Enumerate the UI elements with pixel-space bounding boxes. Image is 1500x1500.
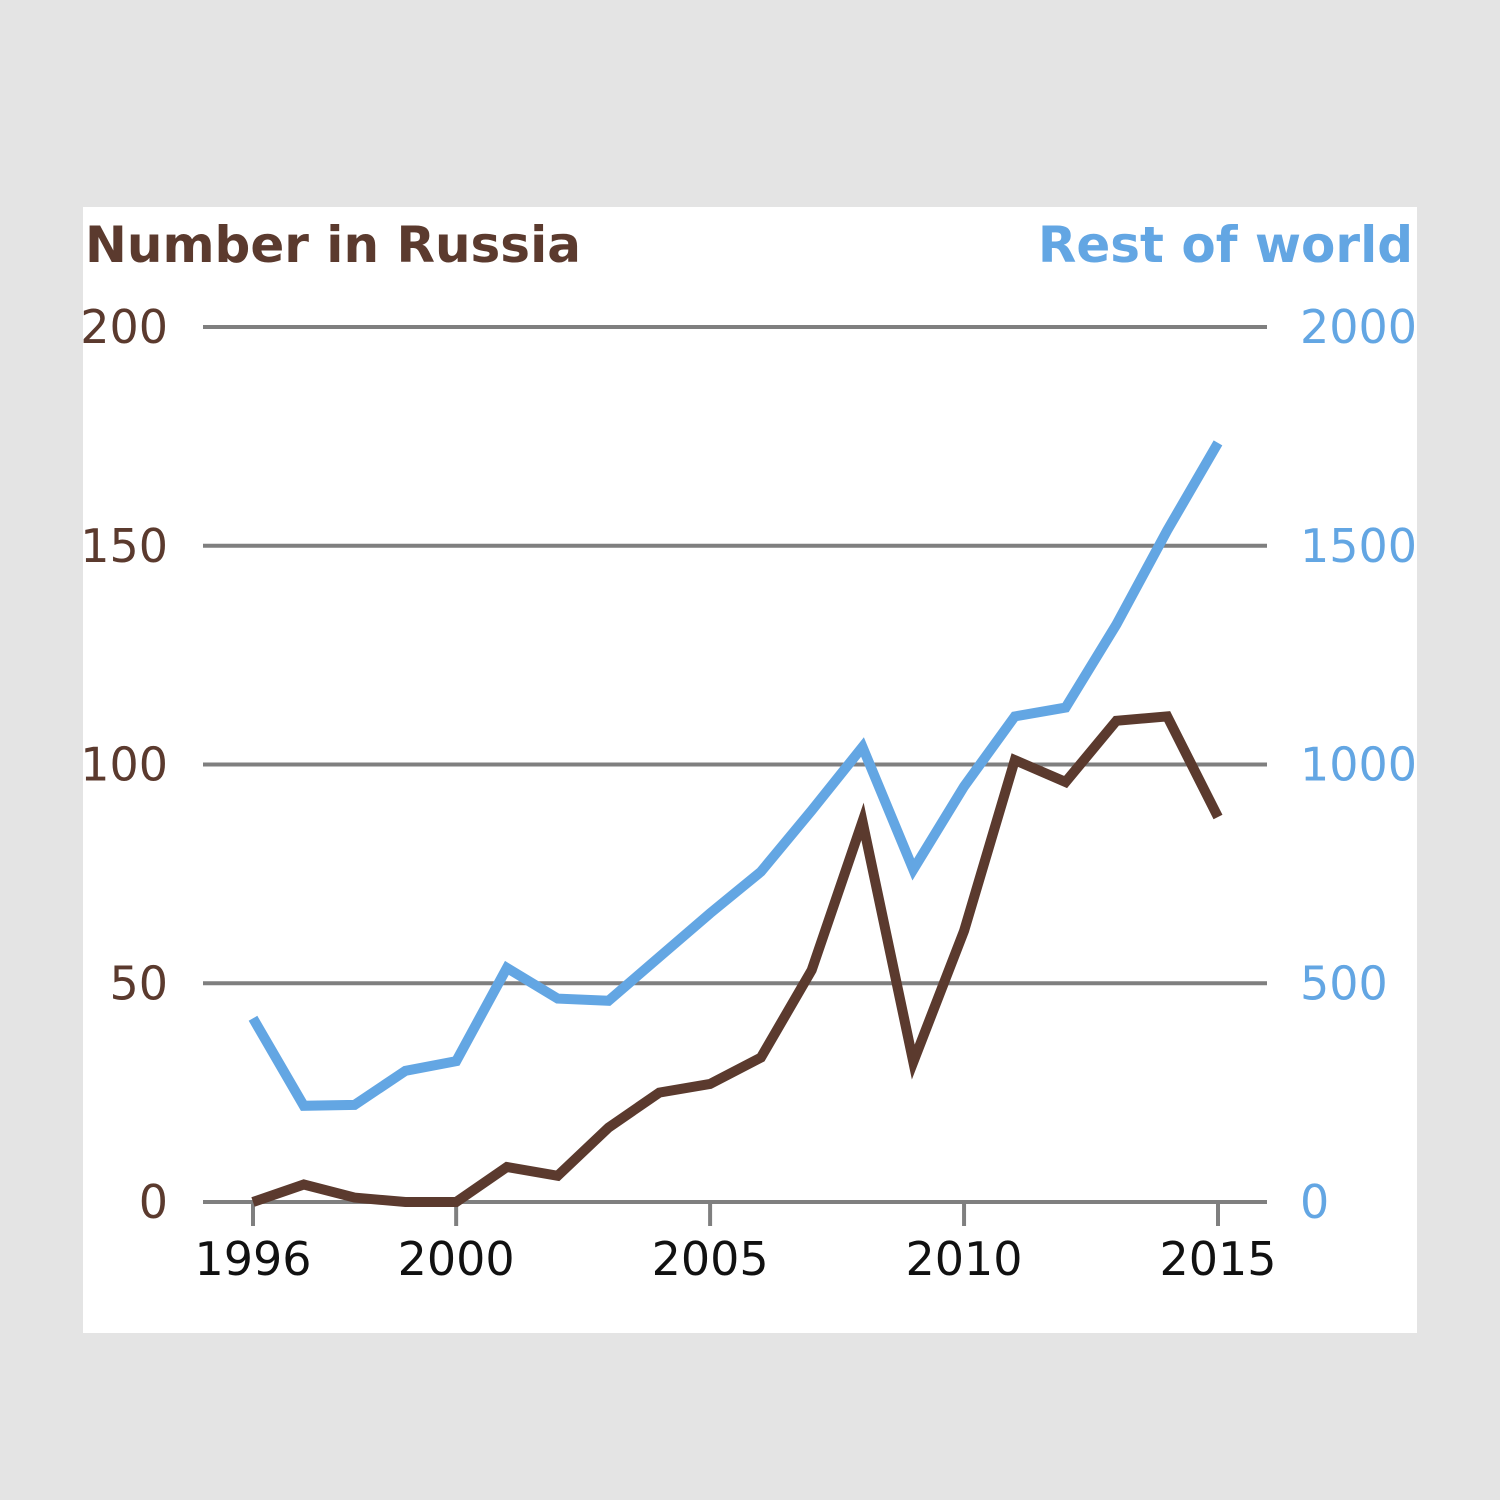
left-axis-ticks: 0 50 100 150 200 (83, 300, 168, 1229)
x-tick-label: 2005 (652, 1232, 769, 1286)
left-tick-label: 150 (83, 519, 168, 573)
left-axis-title: Number in Russia (85, 216, 581, 274)
x-tick-label: 2000 (398, 1232, 515, 1286)
series-line-russia (251, 711, 1223, 1207)
left-tick-label: 0 (139, 1175, 168, 1229)
gridlines (203, 325, 1267, 1204)
line-chart: Number in Russia Rest of world 0 50 100 150… (83, 216, 1417, 1286)
x-tick-label: 2015 (1159, 1232, 1276, 1286)
right-axis-ticks: 0 500 1000 1500 2000 (1300, 300, 1417, 1229)
left-tick-label: 50 (109, 956, 168, 1010)
chart-panel: Number in Russia Rest of world 0 50 100 150… (83, 207, 1417, 1333)
series-lines (248, 440, 1223, 1207)
right-tick-label: 500 (1300, 956, 1388, 1010)
right-tick-label: 0 (1300, 1175, 1329, 1229)
right-tick-label: 2000 (1300, 300, 1417, 354)
left-tick-label: 100 (83, 738, 168, 792)
right-axis-title: Rest of world (1038, 216, 1413, 274)
right-tick-label: 1500 (1300, 519, 1417, 573)
x-tick-label: 1996 (194, 1232, 311, 1286)
left-tick-label: 200 (83, 300, 168, 354)
x-tick-label: 2010 (906, 1232, 1023, 1286)
series-line-rest-of-world (248, 440, 1223, 1111)
right-tick-label: 1000 (1300, 738, 1417, 792)
x-axis: 1996 2000 2005 2010 2015 (194, 1202, 1277, 1286)
